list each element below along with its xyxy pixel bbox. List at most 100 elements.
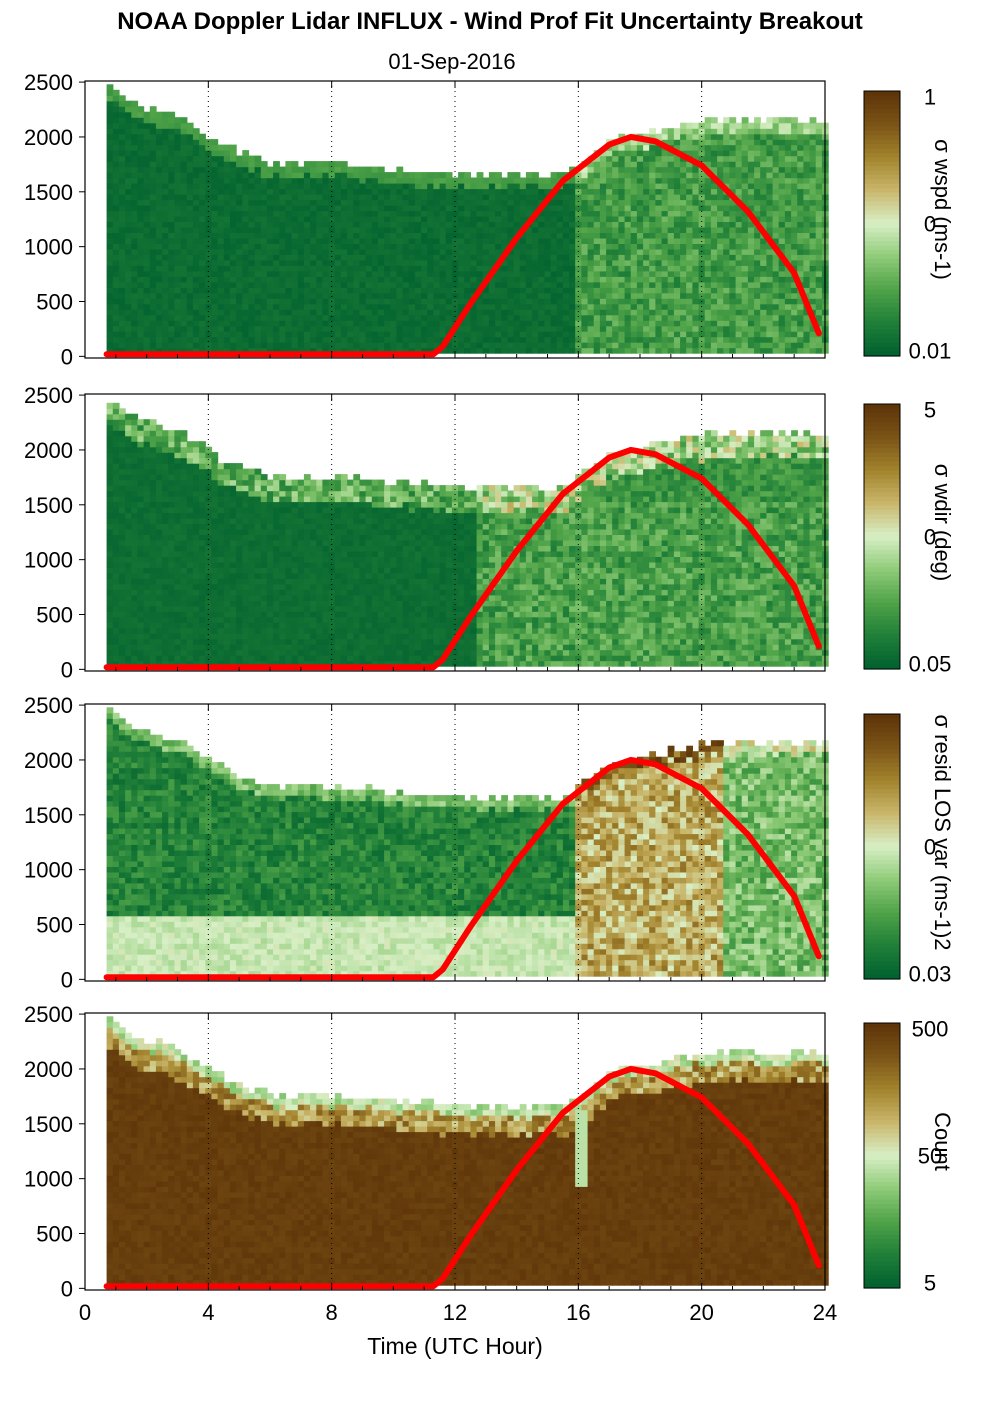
heatmap-cell	[266, 210, 274, 217]
heatmap-cell	[630, 232, 638, 239]
heatmap-cell	[815, 276, 823, 283]
heatmap-cell	[747, 237, 755, 244]
heatmap-cell	[279, 188, 287, 195]
heatmap-cell	[297, 199, 305, 206]
heatmap-cell	[353, 303, 361, 310]
heatmap-cell	[155, 485, 163, 492]
heatmap-cell	[414, 172, 422, 179]
heatmap-cell	[205, 347, 213, 354]
heatmap-cell	[205, 314, 213, 321]
heatmap-cell	[131, 534, 139, 541]
heatmap-cell	[655, 342, 663, 349]
heatmap-cell	[328, 177, 336, 184]
heatmap-cell	[636, 320, 644, 327]
heatmap-cell	[223, 155, 231, 162]
heatmap-cell	[784, 314, 792, 321]
heatmap-cell	[137, 452, 145, 459]
heatmap-cell	[680, 248, 687, 255]
heatmap-cell	[155, 133, 163, 140]
heatmap-cell	[606, 331, 613, 338]
heatmap-cell	[254, 254, 262, 261]
heatmap-cell	[155, 232, 163, 239]
heatmap-cell	[624, 188, 632, 195]
heatmap-cell	[760, 303, 767, 310]
heatmap-cell	[162, 117, 169, 124]
heatmap-cell	[137, 194, 145, 201]
heatmap-cell	[217, 270, 225, 277]
heatmap-cell	[334, 205, 342, 212]
heatmap-cell	[686, 144, 693, 151]
heatmap-cell	[390, 194, 397, 201]
heatmap-cell	[618, 155, 626, 162]
heatmap-cell	[260, 303, 268, 310]
heatmap-cell	[143, 594, 151, 601]
heatmap-cell	[137, 309, 145, 316]
heatmap-cell	[125, 314, 132, 321]
heatmap-cell	[809, 139, 817, 146]
heatmap-cell	[778, 270, 786, 277]
heatmap-cell	[649, 298, 656, 305]
heatmap-cell	[125, 605, 132, 612]
heatmap-cell	[143, 561, 151, 568]
heatmap-cell	[112, 419, 120, 426]
heatmap-cell	[667, 254, 675, 261]
heatmap-cell	[137, 539, 145, 546]
heatmap-cell	[334, 161, 342, 168]
heatmap-cell	[507, 347, 515, 354]
heatmap-cell	[723, 254, 730, 261]
heatmap-cell	[519, 232, 527, 239]
heatmap-cell	[118, 210, 126, 217]
heatmap-cell	[322, 226, 330, 233]
heatmap-cell	[162, 309, 169, 316]
heatmap-cell	[347, 331, 354, 338]
heatmap-cell	[211, 314, 219, 321]
heatmap-cell	[371, 325, 379, 332]
heatmap-cell	[390, 325, 397, 332]
heatmap-cell	[155, 117, 163, 124]
heatmap-cell	[803, 128, 811, 135]
heatmap-cell	[667, 155, 675, 162]
heatmap-cell	[686, 177, 693, 184]
heatmap-cell	[618, 265, 626, 272]
heatmap-cell	[347, 194, 354, 201]
heatmap-cell	[809, 128, 817, 135]
heatmap-cell	[766, 183, 774, 190]
heatmap-cell	[815, 139, 823, 146]
colorbar-segment	[864, 241, 900, 247]
heatmap-cell	[340, 287, 348, 294]
heatmap-cell	[525, 314, 533, 321]
heatmap-cell	[125, 567, 132, 574]
heatmap-cell	[112, 144, 120, 151]
heatmap-cell	[655, 155, 663, 162]
heatmap-cell	[137, 303, 145, 310]
heatmap-cell	[624, 221, 632, 228]
heatmap-cell	[717, 276, 724, 283]
heatmap-cell	[155, 161, 163, 168]
heatmap-cell	[433, 199, 441, 206]
heatmap-cell	[778, 117, 786, 124]
heatmap-cell	[427, 342, 434, 349]
heatmap-cell	[334, 188, 342, 195]
heatmap-cell	[125, 611, 132, 618]
heatmap-cell	[260, 270, 268, 277]
heatmap-cell	[310, 210, 317, 217]
heatmap-cell	[433, 254, 441, 261]
heatmap-cell	[180, 298, 188, 305]
heatmap-cell	[464, 287, 471, 294]
heatmap-cell	[303, 243, 311, 250]
heatmap-cell	[760, 199, 767, 206]
heatmap-cell	[482, 210, 490, 217]
heatmap-cell	[192, 221, 200, 228]
heatmap-cell	[556, 259, 564, 266]
heatmap-cell	[741, 232, 749, 239]
heatmap-cell	[248, 248, 256, 255]
heatmap-cell	[248, 199, 256, 206]
heatmap-cell	[532, 342, 539, 349]
heatmap-cell	[242, 325, 250, 332]
heatmap-cell	[741, 287, 749, 294]
heatmap-cell	[488, 243, 496, 250]
heatmap-cell	[532, 232, 539, 239]
heatmap-cell	[797, 325, 804, 332]
heatmap-cell	[254, 259, 262, 266]
heatmap-cell	[680, 166, 687, 173]
